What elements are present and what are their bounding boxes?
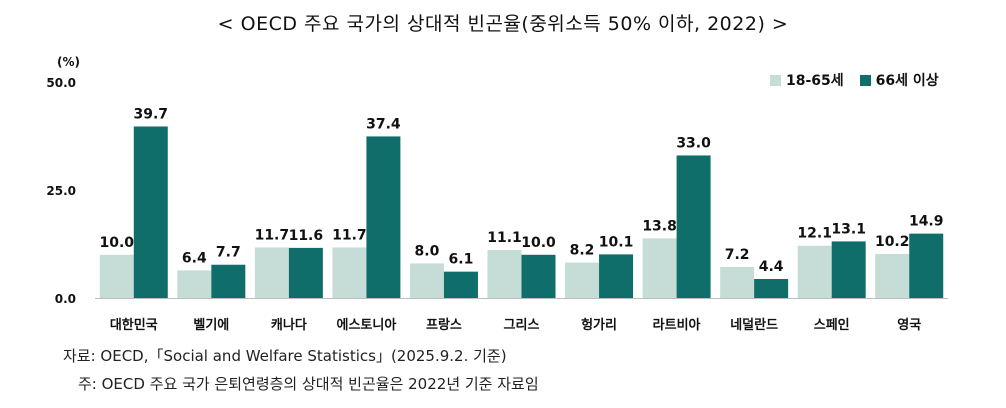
x-category-label-7: 라트비아 xyxy=(653,317,701,333)
data-label-4-1: 6.1 xyxy=(449,252,474,268)
y-tick-label-2: 50.0 xyxy=(46,76,76,90)
bar-1-1 xyxy=(211,264,246,298)
data-label-10-1: 14.9 xyxy=(909,214,944,230)
bar-5-0 xyxy=(487,250,522,298)
x-category-label-2: 캐나다 xyxy=(271,317,307,333)
bar-6-1 xyxy=(599,254,634,298)
bar-4-0 xyxy=(409,263,444,298)
footnote: 주: OECD 주요 국가 은퇴연령층의 상대적 빈곤율은 2022년 기준 자… xyxy=(78,375,539,393)
bar-3-0 xyxy=(332,247,367,298)
bar-4-1 xyxy=(443,271,478,298)
bar-7-1 xyxy=(676,155,711,298)
y-axis-unit: (%) xyxy=(57,55,80,69)
data-label-2-0: 11.7 xyxy=(255,227,290,243)
bar-0-0 xyxy=(99,254,134,298)
bar-8-0 xyxy=(720,266,755,298)
legend-label-18-65: 18-65세 xyxy=(786,73,844,89)
y-tick-label-1: 25.0 xyxy=(46,184,76,198)
bar-1-0 xyxy=(177,270,212,298)
x-category-label-10: 영국 xyxy=(897,318,921,333)
bar-5-1 xyxy=(521,254,556,298)
data-label-10-0: 10.2 xyxy=(875,234,910,250)
data-label-9-1: 13.1 xyxy=(831,221,866,237)
data-label-6-0: 8.2 xyxy=(570,243,595,259)
data-label-2-1: 11.6 xyxy=(289,228,324,244)
data-label-5-0: 11.1 xyxy=(487,230,522,246)
x-category-label-0: 대한민국 xyxy=(110,317,158,333)
bar-10-1 xyxy=(909,233,944,298)
data-label-5-1: 10.0 xyxy=(521,235,556,251)
data-label-6-1: 10.1 xyxy=(599,234,634,250)
legend-swatch-18-65 xyxy=(770,74,781,86)
legend-item-18-65: 18-65세 xyxy=(770,70,844,90)
x-category-label-5: 그리스 xyxy=(504,317,540,333)
bar-2-0 xyxy=(254,247,289,298)
data-label-3-1: 37.4 xyxy=(366,116,401,132)
bar-3-1 xyxy=(366,136,401,298)
legend: 18-65세 66세 이상 xyxy=(770,70,955,90)
x-category-label-1: 벨기에 xyxy=(193,317,229,333)
legend-label-66-plus: 66세 이상 xyxy=(875,73,939,89)
bar-10-0 xyxy=(875,253,910,298)
y-tick-label-0: 0.0 xyxy=(55,292,76,306)
data-label-1-1: 7.7 xyxy=(216,245,241,261)
x-category-label-6: 헝가리 xyxy=(581,317,617,333)
x-category-label-4: 프랑스 xyxy=(426,318,462,333)
data-label-3-0: 11.7 xyxy=(332,227,367,243)
data-label-9-0: 12.1 xyxy=(797,226,832,242)
legend-item-66-plus: 66세 이상 xyxy=(859,70,939,90)
data-label-0-1: 39.7 xyxy=(133,106,168,122)
data-label-8-0: 7.2 xyxy=(725,247,750,263)
data-label-7-1: 33.0 xyxy=(676,135,711,151)
bar-9-1 xyxy=(831,241,866,298)
data-label-1-0: 6.4 xyxy=(182,250,207,266)
x-category-label-3: 에스토니아 xyxy=(337,317,397,333)
bar-9-0 xyxy=(797,245,832,298)
chart-title: < OECD 주요 국가의 상대적 빈곤율(중위소득 50% 이하, 2022)… xyxy=(217,13,789,35)
x-category-label-9: 스페인 xyxy=(814,317,850,333)
bar-0-1 xyxy=(133,126,168,298)
data-label-0-0: 10.0 xyxy=(99,235,134,251)
bar-2-1 xyxy=(288,247,323,298)
data-label-8-1: 4.4 xyxy=(759,259,784,275)
legend-swatch-66-plus xyxy=(859,74,871,86)
bar-8-1 xyxy=(754,278,789,298)
x-category-label-8: 네덜란드 xyxy=(730,317,778,333)
data-label-7-0: 13.8 xyxy=(642,218,677,234)
bar-6-0 xyxy=(565,262,600,298)
data-label-4-0: 8.0 xyxy=(415,243,440,259)
source-note: 자료: OECD,「Social and Welfare Statistics」… xyxy=(63,347,507,365)
bar-7-0 xyxy=(642,238,677,298)
